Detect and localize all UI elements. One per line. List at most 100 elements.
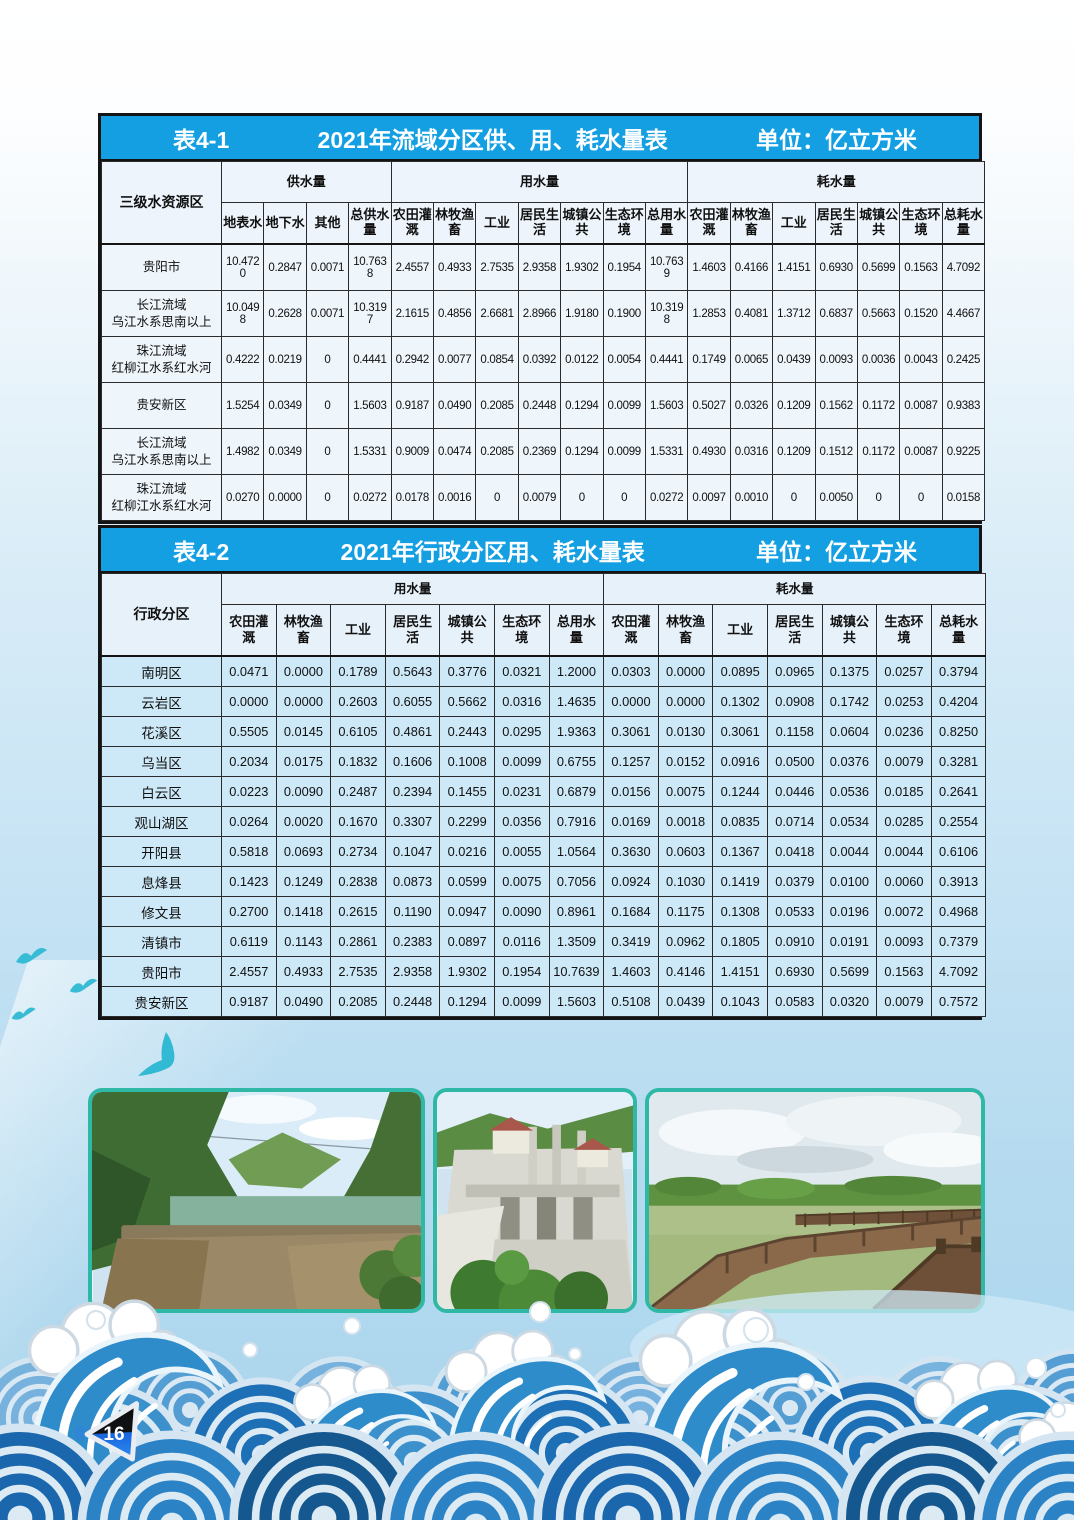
table-cell: 0.0471 (221, 655, 277, 687)
group-header-consume: 耗水量 (603, 573, 987, 605)
table-cell: 0.0693 (275, 836, 332, 867)
table-cell: 0.0175 (275, 746, 332, 777)
table-cell: 0.9187 (221, 986, 277, 1017)
table-cell: 0 (856, 474, 901, 521)
table-cell: 0.0044 (821, 836, 878, 867)
table-cell: 0.1302 (712, 686, 768, 717)
table-cell: 0.0044 (876, 836, 932, 867)
table-cell: 0.0219 (263, 336, 307, 383)
table-cell: 0.0599 (439, 866, 495, 897)
table-cell: 4.7092 (930, 956, 987, 987)
table-cell: 0.0534 (821, 806, 878, 837)
table-cell: 0.0349 (263, 382, 307, 429)
table-row: 云岩区 0.0000 0.0000 0.2603 0.6055 0.5662 0.0316 1… (101, 686, 987, 717)
table-cell: 0.3794 (930, 655, 987, 687)
reservoir-dam-photo (88, 1088, 425, 1313)
page-number-badge: 16 (72, 1396, 146, 1468)
table-cell: 0.0873 (384, 866, 441, 897)
row-label: 贵安新区 (101, 986, 222, 1017)
table-cell: 0.7379 (930, 926, 987, 957)
table-cell: 0.2085 (330, 986, 386, 1017)
table-cell: 1.3712 (772, 290, 816, 337)
table-cell: 0.0908 (766, 686, 823, 717)
table-cell: 10.7638 (348, 243, 392, 291)
table-cell: 0.1900 (602, 290, 646, 337)
table-cell: 0.0100 (821, 866, 878, 897)
table-cell: 0.0099 (493, 746, 550, 777)
table-4-1-title-bar: 表4-1 2021年流域分区供、用、耗水量表 单位：亿立方米 (101, 116, 979, 161)
table-cell: 0.0253 (876, 686, 932, 717)
table-cell: 0.0156 (603, 776, 659, 807)
table-cell: 0.0093 (876, 926, 932, 957)
table-cell: 0.1249 (275, 866, 332, 897)
row-label: 息烽县 (101, 866, 222, 897)
table-4-1-tag: 表4-1 (173, 126, 230, 153)
table-cell: 0.1418 (275, 896, 332, 927)
table-cell: 0.0223 (221, 776, 277, 807)
table-cell: 0.6105 (330, 716, 386, 747)
table-cell: 0.7916 (548, 806, 605, 837)
table-cell: 0.1172 (856, 428, 901, 475)
table-cell: 0.0439 (772, 336, 816, 383)
table-cell: 0.1294 (560, 382, 604, 429)
column-header: 工业 (712, 604, 768, 657)
table-cell: 0.0349 (263, 428, 307, 475)
table-cell: 0 (772, 474, 816, 521)
table-cell: 10.7639 (548, 956, 605, 987)
table-cell: 0.1308 (712, 896, 768, 927)
table-cell: 0.0474 (432, 428, 477, 475)
column-header: 总用水量 (548, 604, 605, 657)
table-row: 南明区 0.0471 0.0000 0.1789 0.5643 0.3776 0.0321 1… (101, 655, 987, 687)
column-header: 其他 (305, 202, 350, 245)
table-cell: 0.0099 (602, 382, 646, 429)
table-cell: 0 (305, 428, 350, 475)
row-label: 清镇市 (101, 926, 222, 957)
row-label: 贵阳市 (101, 243, 222, 291)
table-cell: 0.0075 (493, 866, 550, 897)
table-cell: 0.1030 (657, 866, 714, 897)
table-cell: 0.1244 (712, 776, 768, 807)
column-header: 总耗水量 (941, 202, 986, 245)
table-cell: 0.0272 (644, 474, 689, 521)
table-cell: 0 (305, 474, 350, 521)
row-label: 修文县 (101, 896, 222, 927)
table-cell: 0.1175 (657, 896, 714, 927)
table-cell: 0.8250 (930, 716, 987, 747)
table-cell: 0.1562 (814, 382, 858, 429)
table-cell: 0.0924 (603, 866, 659, 897)
table-cell: 0.1684 (603, 896, 659, 927)
table-cell: 0.0376 (821, 746, 878, 777)
table-cell: 0.0326 (729, 382, 774, 429)
table-row: 贵安新区 1.5254 0.0349 0 1.5603 0.9187 0.0490 0.208… (101, 382, 986, 429)
table-cell: 0.0130 (657, 716, 714, 747)
table-cell: 0 (305, 382, 350, 429)
table-cell: 0.1043 (712, 986, 768, 1017)
table-cell: 0.2085 (475, 428, 519, 475)
table-cell: 0.0152 (657, 746, 714, 777)
table-cell: 0.3061 (603, 716, 659, 747)
table-cell: 0 (475, 474, 519, 521)
table-cell: 0.2615 (330, 896, 386, 927)
row-label: 贵安新区 (101, 382, 222, 429)
row-label: 云岩区 (101, 686, 222, 717)
table-row: 长江流域 乌江水系思南以上 10.0498 0.2628 0.0071 10.3197 2… (101, 290, 986, 337)
table-cell: 0.0910 (766, 926, 823, 957)
table-cell: 0.0043 (899, 336, 943, 383)
table-cell: 0.2641 (930, 776, 987, 807)
table-cell: 0.1008 (439, 746, 495, 777)
table-cell: 10.0498 (220, 290, 265, 337)
column-header: 生态环境 (493, 604, 550, 657)
table-cell: 0.0320 (821, 986, 878, 1017)
table-cell: 1.9302 (560, 243, 604, 291)
table-cell: 1.5603 (348, 382, 392, 429)
column-header: 林牧渔畜 (729, 202, 774, 245)
table-cell: 0.0036 (856, 336, 901, 383)
row-label: 观山湖区 (101, 806, 222, 837)
table-cell: 0.5027 (687, 382, 731, 429)
table-cell: 0.6055 (384, 686, 441, 717)
table-cell: 0.5699 (821, 956, 878, 987)
table-cell: 0.0000 (275, 686, 332, 717)
column-header: 城镇公共 (439, 604, 495, 657)
table-cell: 1.5254 (220, 382, 265, 429)
